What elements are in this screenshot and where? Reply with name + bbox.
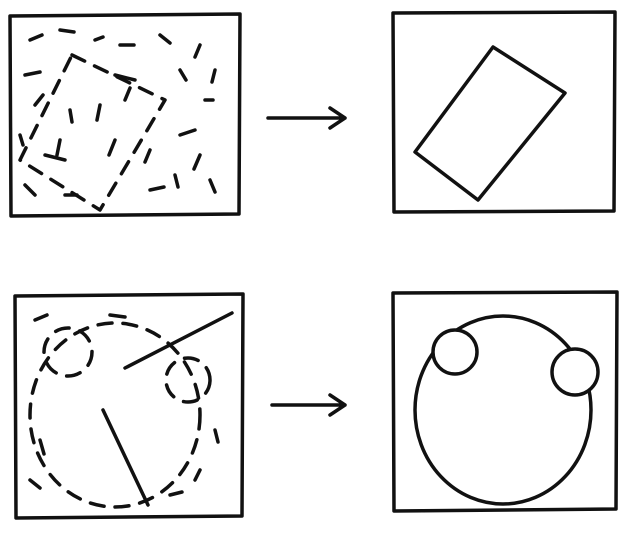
frame [391,10,617,214]
noise [28,313,220,497]
dashed-circle [28,321,202,509]
rectangle [413,45,567,202]
dashed-circle [164,356,212,404]
arrow [266,106,347,130]
dashed-rectangle [18,53,167,212]
frame [391,290,619,513]
circle [550,347,600,397]
frame [8,12,242,218]
dashed-circle [42,326,94,378]
frame [13,292,245,520]
noise [18,28,217,197]
circle [413,314,593,506]
noise-line [101,311,234,507]
arrow [270,393,347,417]
circle [431,328,479,376]
